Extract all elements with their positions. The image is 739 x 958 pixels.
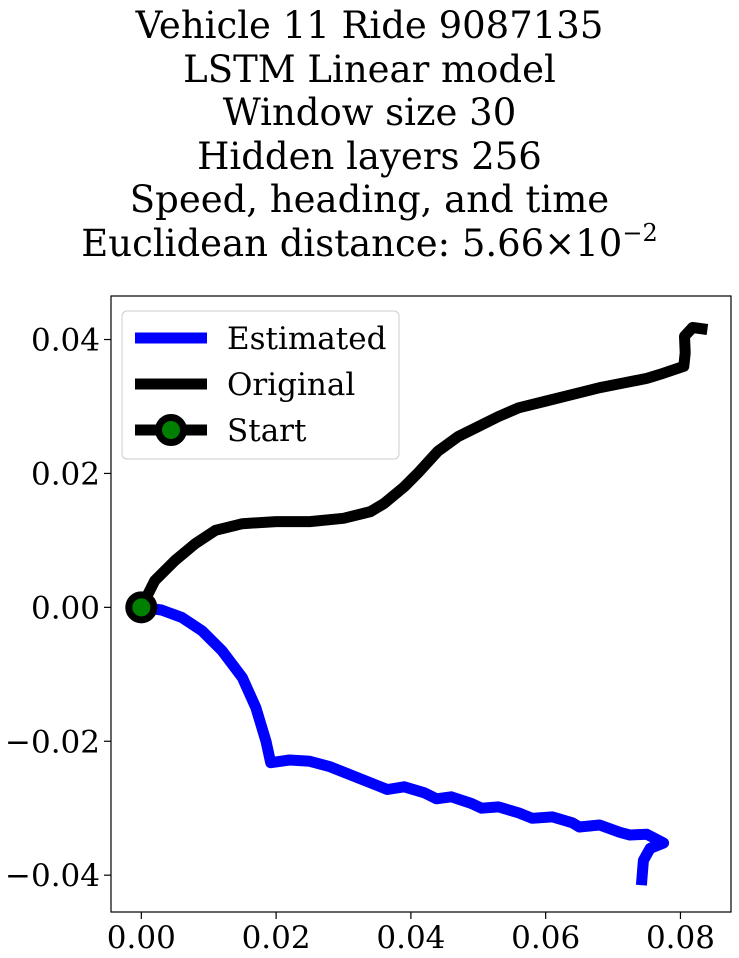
legend: Estimated Original Start	[121, 310, 400, 460]
legend-start-marker	[155, 414, 187, 446]
chart-title: Vehicle 11 Ride 9087135 LSTM Linear mode…	[0, 4, 739, 265]
plot-frame	[110, 295, 732, 913]
x-tick-label: 0.00	[107, 920, 176, 956]
start-marker	[125, 591, 158, 624]
x-tick-label: 0.04	[376, 920, 445, 956]
title-distance-times: ×	[544, 221, 576, 265]
title-distance-exponent: −2	[622, 218, 658, 247]
y-tick-label: 0.04	[31, 323, 100, 359]
title-line-2: LSTM Linear model	[183, 47, 556, 91]
title-line-3: Window size 30	[222, 91, 517, 134]
title-line-1: Vehicle 11 Ride 9087135	[135, 4, 604, 47]
series-line-original	[136, 322, 709, 610]
x-axis: 0.00 0.02 0.04 0.06 0.08	[107, 912, 715, 956]
legend-box	[121, 310, 400, 460]
x-tick-label: 0.08	[646, 920, 715, 956]
y-axis: −0.04 −0.02 0.00 0.02 0.04	[5, 323, 111, 894]
title-distance-mantissa: 5.66	[461, 221, 545, 265]
series-layer	[125, 322, 709, 886]
title-line-6: Euclidean distance: 5.66×10−2	[0, 218, 739, 266]
legend-label-start: Start	[227, 413, 307, 449]
y-tick-label: 0.02	[31, 456, 100, 492]
x-tick-label: 0.02	[242, 920, 311, 956]
title-distance-base: 10	[575, 221, 623, 265]
legend-label-original: Original	[227, 367, 355, 403]
title-distance-prefix: Euclidean distance:	[81, 221, 462, 265]
title-line-4: Hidden layers 256	[197, 134, 542, 178]
x-tick-label: 0.06	[511, 920, 580, 956]
y-tick-label: −0.04	[5, 858, 100, 894]
title-line-5: Speed, heading, and time	[129, 178, 610, 221]
legend-label-estimated: Estimated	[227, 321, 386, 357]
y-tick-label: 0.00	[31, 590, 100, 626]
series-line-estimated	[140, 601, 670, 886]
y-tick-label: −0.02	[5, 724, 100, 760]
